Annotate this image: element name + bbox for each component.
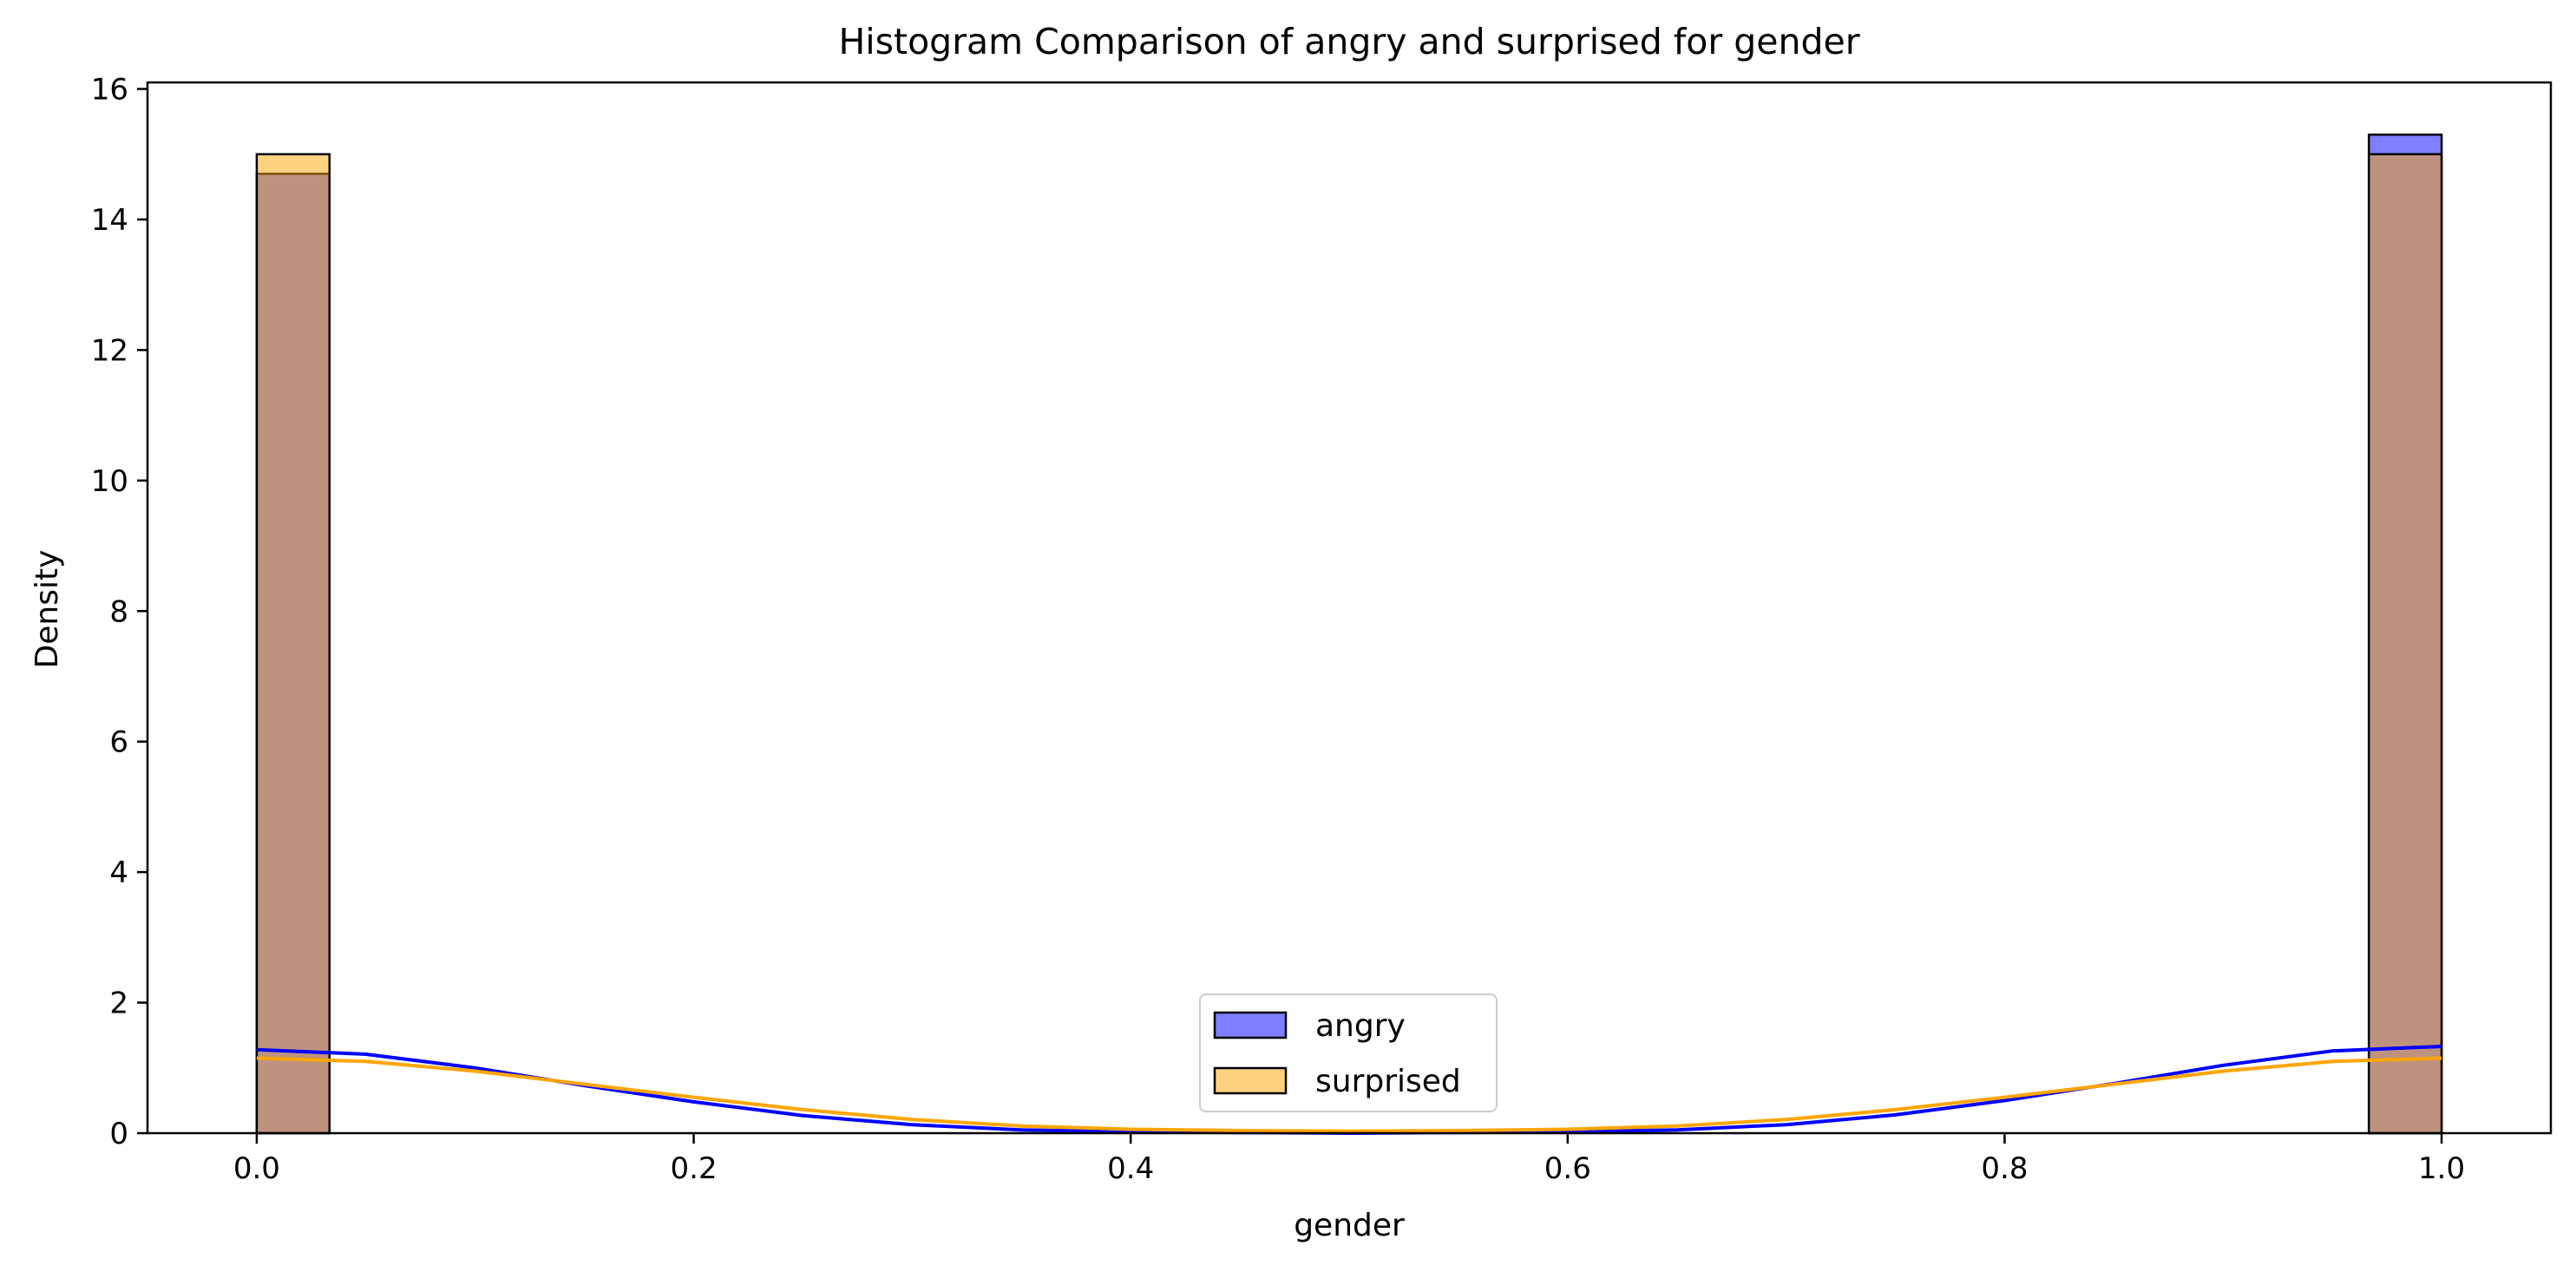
y-tick-label: 4 bbox=[109, 856, 128, 890]
y-tick-label: 14 bbox=[91, 203, 128, 238]
y-tick-label: 2 bbox=[109, 987, 128, 1021]
legend-label-angry: angry bbox=[1315, 1008, 1406, 1044]
x-tick-label: 1.0 bbox=[2418, 1151, 2465, 1186]
x-axis-label: gender bbox=[1294, 1208, 1405, 1243]
y-tick-label: 8 bbox=[109, 594, 128, 629]
y-tick-label: 10 bbox=[91, 464, 128, 499]
x-tick-label: 0.2 bbox=[671, 1151, 718, 1186]
bar-surprised-1 bbox=[2367, 153, 2443, 1135]
kde-line-surprised bbox=[256, 1056, 2442, 1133]
legend: angry surprised bbox=[1199, 993, 1498, 1112]
x-tick-label: 0.8 bbox=[1981, 1151, 2028, 1186]
x-tick-label: 0.6 bbox=[1544, 1151, 1591, 1186]
plot-area bbox=[255, 133, 2443, 1136]
bar-surprised-0 bbox=[255, 153, 331, 1135]
y-axis-ticks: 0 2 4 6 8 10 12 14 16 bbox=[91, 73, 147, 1151]
plot-frame bbox=[146, 81, 2553, 1135]
y-tick-label: 16 bbox=[91, 73, 128, 108]
x-tick-label: 0.4 bbox=[1107, 1151, 1154, 1186]
y-tick-label: 12 bbox=[91, 333, 128, 368]
x-axis-ticks: 0.0 0.2 0.4 0.6 0.8 1.0 bbox=[233, 1133, 2465, 1186]
chart-title: Histogram Comparison of angry and surpri… bbox=[838, 21, 1859, 62]
series-bars-surprised bbox=[255, 153, 2443, 1135]
legend-swatch-surprised bbox=[1213, 1066, 1288, 1095]
legend-swatch-angry bbox=[1213, 1011, 1288, 1039]
y-tick-label: 0 bbox=[109, 1117, 128, 1151]
y-tick-label: 6 bbox=[109, 725, 128, 760]
x-tick-label: 0.0 bbox=[233, 1151, 280, 1186]
y-axis-label: Density bbox=[29, 550, 65, 669]
legend-label-surprised: surprised bbox=[1315, 1064, 1461, 1099]
